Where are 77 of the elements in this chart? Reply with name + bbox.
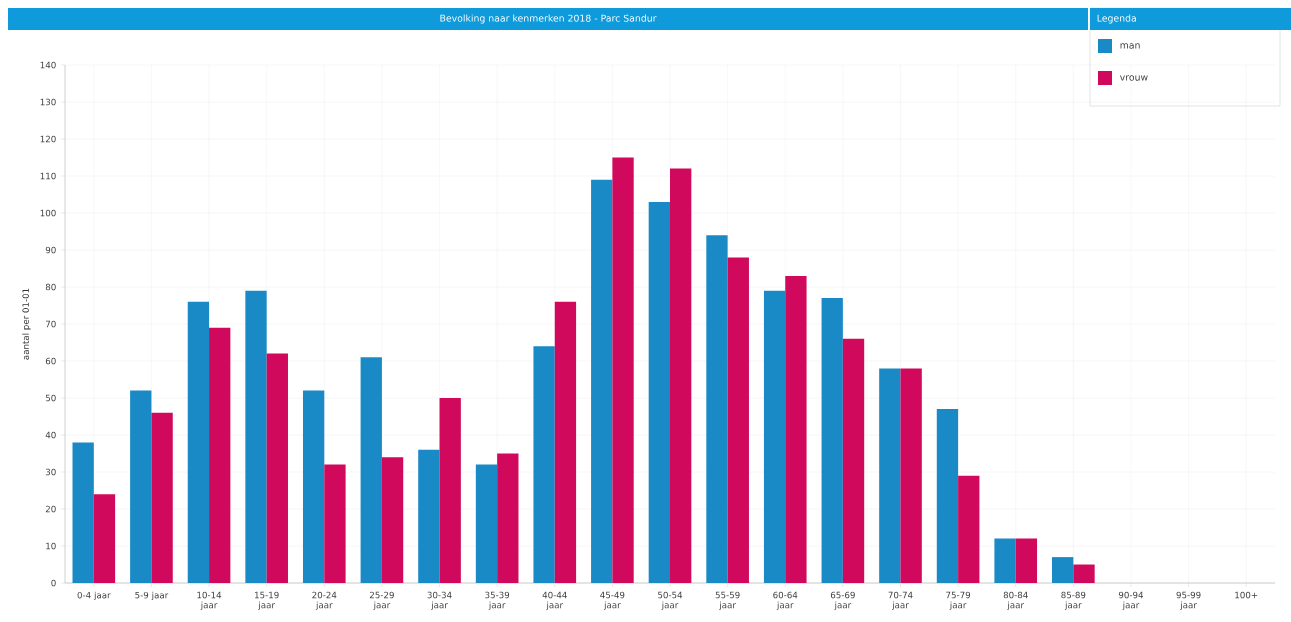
x-tick-label: 25-29 jaar: [369, 591, 394, 610]
x-tick-label: 45-49 jaar: [600, 591, 625, 610]
bar: [418, 449, 440, 584]
y-tick-label: 80: [45, 283, 56, 291]
bar: [381, 457, 404, 584]
bar: [93, 494, 116, 584]
x-tick-label: 50-54 jaar: [658, 591, 683, 610]
x-tick-label: 35-39 jaar: [485, 591, 510, 610]
x-tick-label: 10-14 jaar: [197, 591, 222, 610]
legend-label: man: [1120, 43, 1140, 49]
x-tick-label: 75-79 jaar: [946, 591, 971, 610]
bar: [1015, 538, 1038, 584]
bar: [842, 338, 865, 584]
legend-title: Legenda: [1097, 14, 1136, 24]
y-tick-label: 120: [40, 135, 56, 143]
y-tick-label: 90: [45, 246, 56, 254]
x-tick-label: 80-84 jaar: [1003, 591, 1028, 610]
bar: [727, 257, 749, 584]
x-tick-label: 65-69 jaar: [830, 591, 855, 610]
x-tick-label: 85-89 jaar: [1061, 591, 1086, 610]
y-tick-label: 130: [40, 98, 56, 106]
bar: [72, 442, 94, 584]
bar: [187, 301, 210, 584]
bar: [648, 201, 671, 584]
y-axis-title: aantal per 01-01: [22, 288, 31, 360]
y-tick-label: 50: [45, 394, 56, 402]
bar: [994, 538, 1016, 584]
x-tick-label: 55-59 jaar: [715, 591, 740, 610]
bar: [785, 275, 807, 584]
y-tick-label: 20: [45, 505, 56, 513]
bar: [497, 453, 519, 584]
x-tick-label: 5-9 jaar: [135, 591, 169, 601]
bar: [130, 390, 152, 584]
bar: [533, 346, 555, 584]
bar: [360, 357, 382, 584]
bar: [821, 298, 843, 584]
legend-label: vrouw: [1120, 75, 1148, 81]
bar: [900, 368, 922, 584]
y-tick-label: 140: [40, 61, 56, 69]
bar: [266, 353, 288, 584]
x-tick-label: 100+: [1235, 591, 1258, 599]
x-tick-label: 60-64 jaar: [773, 591, 798, 610]
x-tick-label: 0-4 jaar: [77, 591, 111, 601]
y-tick-label: 40: [45, 431, 56, 439]
y-tick-label: 30: [45, 468, 56, 476]
bar: [1052, 557, 1074, 584]
x-tick-label: 30-34 jaar: [427, 591, 452, 610]
bar: [209, 327, 231, 584]
chart-title: Bevolking naar kenmerken 2018 - Parc Sandur: [440, 14, 657, 24]
bar: [245, 290, 267, 584]
y-tick-label: 0: [51, 579, 56, 587]
bar: [879, 368, 901, 584]
y-tick-label: 110: [40, 172, 56, 180]
y-tick-label: 70: [45, 320, 56, 328]
bar: [936, 409, 959, 584]
y-tick-label: 100: [40, 209, 56, 217]
bar: [554, 301, 577, 584]
x-tick-label: 70-74 jaar: [888, 591, 913, 610]
y-tick-label: 60: [45, 357, 56, 365]
bar: [706, 235, 728, 584]
bar: [591, 179, 613, 584]
x-tick-label: 15-19 jaar: [255, 591, 279, 610]
x-tick-label: 40-44 jaar: [542, 591, 567, 610]
bar: [151, 412, 173, 584]
bar: [763, 290, 786, 584]
bar: [475, 464, 498, 584]
bar: [1073, 564, 1095, 584]
x-tick-label: 20-24 jaar: [312, 591, 337, 610]
bar: [439, 398, 461, 584]
bar: [958, 475, 980, 584]
y-tick-label: 10: [46, 542, 56, 550]
x-tick-label: 90-94 jaar: [1118, 591, 1144, 610]
bar: [670, 168, 692, 584]
bar: [612, 157, 634, 584]
bar: [324, 464, 346, 584]
bar: [302, 390, 325, 584]
x-tick-label: 95-99 jaar: [1176, 591, 1201, 610]
